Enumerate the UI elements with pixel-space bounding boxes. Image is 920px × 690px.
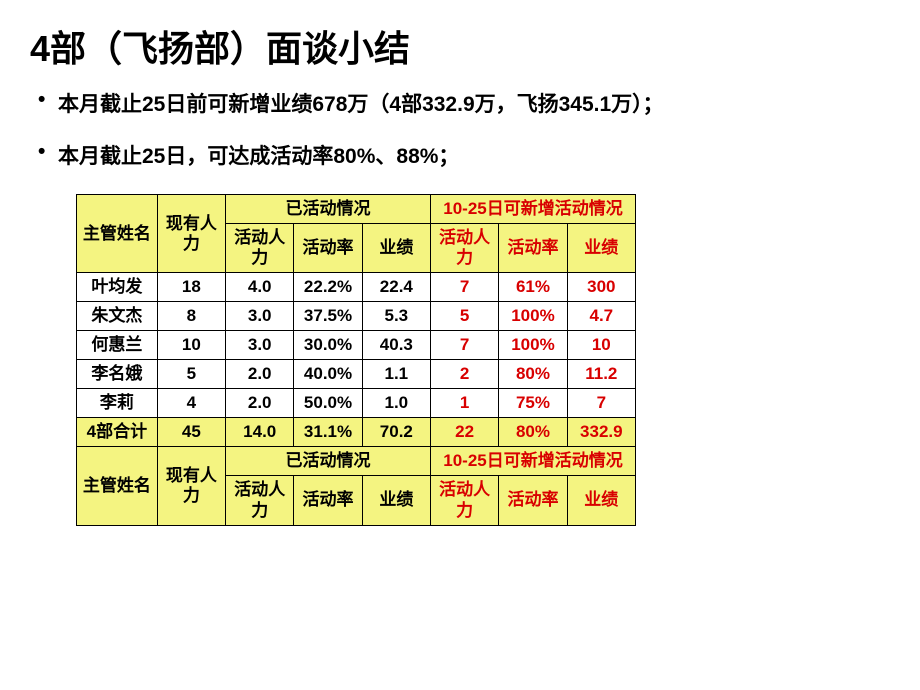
table-cell: 300 [567,273,635,302]
table-row: 何惠兰103.030.0%40.37100%10 [77,331,636,360]
table-cell: 37.5% [294,302,362,331]
th-plan-group: 10-25日可新增活动情况 [430,195,635,224]
table-cell: 70.2 [362,418,430,447]
table-row: 李莉42.050.0%1.0175%7 [77,389,636,418]
table-cell: 332.9 [567,418,635,447]
table-cell: 1 [430,389,498,418]
th-actrate: 活动率 [294,224,362,273]
th-manpower-b: 现有人力 [157,447,225,525]
th-manpower: 现有人力 [157,195,225,273]
th-plan-actrate-b: 活动率 [499,476,567,525]
table-cell: 40.3 [362,331,430,360]
table-cell: 5.3 [362,302,430,331]
table-cell: 18 [157,273,225,302]
table-cell: 30.0% [294,331,362,360]
table-row: 4部合计4514.031.1%70.22280%332.9 [77,418,636,447]
table-cell: 5 [157,360,225,389]
th-plan-perf-b: 业绩 [567,476,635,525]
table-cell: 5 [430,302,498,331]
table-cell: 3.0 [226,302,294,331]
table-cell: 7 [567,389,635,418]
table-cell: 100% [499,331,567,360]
table-cell: 7 [430,273,498,302]
table-cell: 61% [499,273,567,302]
table-cell: 4部合计 [77,418,158,447]
th-actppl-b: 活动人力 [226,476,294,525]
table-cell: 14.0 [226,418,294,447]
table-cell: 朱文杰 [77,302,158,331]
table-header-row-1: 主管姓名 现有人力 已活动情况 10-25日可新增活动情况 [77,195,636,224]
table-cell: 2 [430,360,498,389]
table-row: 李名娥52.040.0%1.1280%11.2 [77,360,636,389]
table-cell: 22.4 [362,273,430,302]
table-row: 朱文杰83.037.5%5.35100%4.7 [77,302,636,331]
table-cell: 7 [430,331,498,360]
table-cell: 22 [430,418,498,447]
th-perf: 业绩 [362,224,430,273]
table-cell: 80% [499,360,567,389]
table-cell: 何惠兰 [77,331,158,360]
th-done-group-b: 已活动情况 [226,447,431,476]
table-cell: 1.0 [362,389,430,418]
th-actppl: 活动人力 [226,224,294,273]
th-name-b: 主管姓名 [77,447,158,525]
th-perf-b: 业绩 [362,476,430,525]
table-row: 叶均发184.022.2%22.4761%300 [77,273,636,302]
table-cell: 11.2 [567,360,635,389]
table-cell: 10 [567,331,635,360]
th-plan-actrate: 活动率 [499,224,567,273]
table-cell: 4 [157,389,225,418]
th-plan-actppl-b: 活动人力 [430,476,498,525]
table-cell: 45 [157,418,225,447]
table-container: 主管姓名 现有人力 已活动情况 10-25日可新增活动情况 活动人力 活动率 业… [30,192,890,526]
th-actrate-b: 活动率 [294,476,362,525]
table-cell: 40.0% [294,360,362,389]
table-cell: 100% [499,302,567,331]
page-title: 4部（飞扬部）面谈小结 [30,20,890,72]
table-cell: 李莉 [77,389,158,418]
table-cell: 李名娥 [77,360,158,389]
th-name: 主管姓名 [77,195,158,273]
th-plan-actppl: 活动人力 [430,224,498,273]
table-cell: 50.0% [294,389,362,418]
th-plan-perf: 业绩 [567,224,635,273]
table-cell: 8 [157,302,225,331]
table-cell: 叶均发 [77,273,158,302]
table-cell: 22.2% [294,273,362,302]
bullet-1: 本月截止25日前可新增业绩678万（4部332.9万，飞扬345.1万）； [30,88,890,118]
table-cell: 10 [157,331,225,360]
table-cell: 2.0 [226,389,294,418]
table-cell: 31.1% [294,418,362,447]
th-done-group: 已活动情况 [226,195,431,224]
table-cell: 80% [499,418,567,447]
table-cell: 2.0 [226,360,294,389]
table-cell: 3.0 [226,331,294,360]
table-cell: 4.7 [567,302,635,331]
table-cell: 4.0 [226,273,294,302]
table-cell: 1.1 [362,360,430,389]
summary-table: 主管姓名 现有人力 已活动情况 10-25日可新增活动情况 活动人力 活动率 业… [76,194,636,526]
table-cell: 75% [499,389,567,418]
th-plan-group-b: 10-25日可新增活动情况 [430,447,635,476]
table-header-row-1b: 主管姓名现有人力已活动情况10-25日可新增活动情况 [77,447,636,476]
bullet-2: 本月截止25日，可达成活动率80%、88%； [30,140,890,170]
